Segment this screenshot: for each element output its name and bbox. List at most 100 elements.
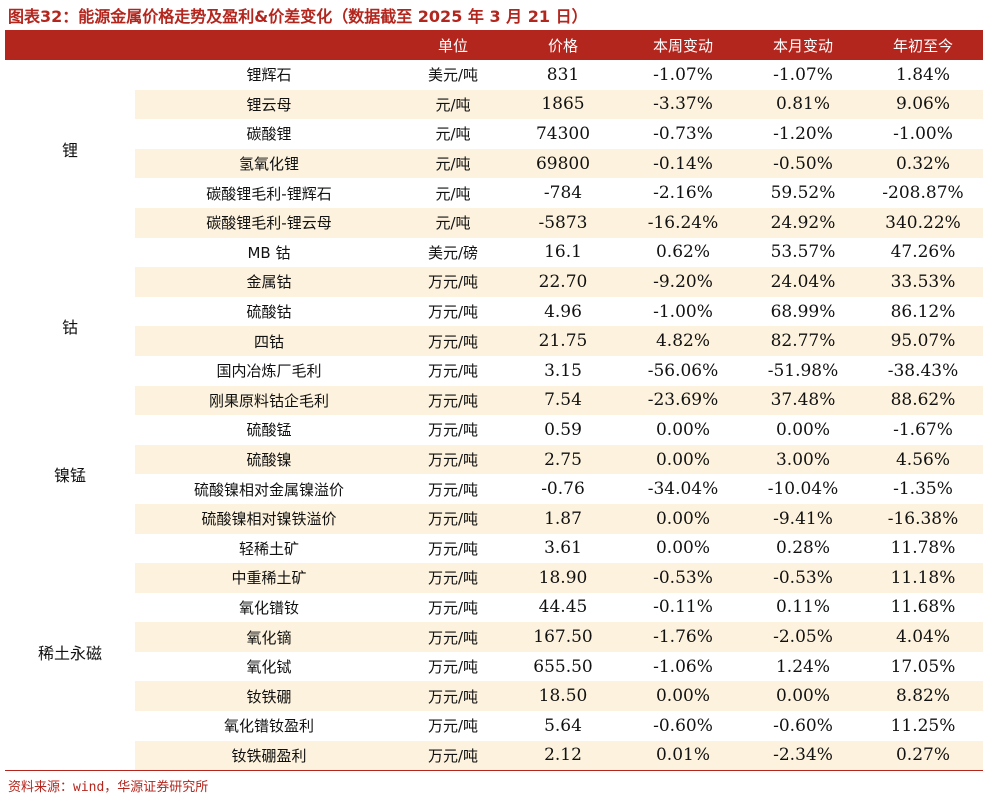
header-item bbox=[135, 30, 403, 60]
cell-price: 69800 bbox=[503, 148, 623, 179]
cell-price: 0.59 bbox=[544, 419, 582, 440]
cell-week-change: 0.00% bbox=[655, 538, 710, 559]
cell-price: 1.87 bbox=[503, 503, 623, 534]
cell-unit: 万元/吨 bbox=[427, 362, 479, 381]
cell-item-name: 氧化镨钕盈利 bbox=[223, 717, 314, 736]
table-row: 碳酸锂 元/吨 74300 -0.73% -1.20% -1.00% bbox=[5, 119, 983, 149]
header-week-change: 本周变动 bbox=[623, 30, 743, 60]
cell-ytd-change: 47.26% bbox=[890, 242, 956, 263]
cell-item-name: MB 钴 bbox=[247, 243, 291, 262]
cell-price: 22.70 bbox=[503, 267, 623, 297]
cell-ytd-change: 95.07% bbox=[863, 326, 983, 356]
cell-price: -5873 bbox=[503, 207, 623, 238]
cell-item-name: 钕铁硼 bbox=[135, 681, 403, 712]
table-row: 刚果原料钴企毛利 万元/吨 7.54 -23.69% 37.48% 88.62% bbox=[5, 385, 983, 416]
table-bottom-rule bbox=[5, 770, 983, 771]
cell-price: 16.1 bbox=[544, 242, 582, 263]
cell-ytd-change: 33.53% bbox=[863, 267, 983, 297]
header-price: 价格 bbox=[503, 30, 623, 60]
cell-item-name: 硫酸镍相对金属镍溢价 bbox=[193, 480, 344, 499]
cell-item-name: 锂辉石 bbox=[246, 66, 292, 85]
cell-unit: 元/吨 bbox=[435, 125, 471, 144]
cell-month-change: 53.57% bbox=[770, 242, 836, 263]
cell-week-change: -1.07% bbox=[653, 64, 713, 85]
cell-price: 3.15 bbox=[544, 360, 582, 381]
cell-unit: 万元/吨 bbox=[427, 658, 479, 677]
cell-ytd-change: 11.78% bbox=[890, 538, 956, 559]
cell-week-change: -0.14% bbox=[623, 148, 743, 179]
cell-week-change: -0.11% bbox=[653, 597, 713, 618]
cell-month-change: 0.11% bbox=[775, 597, 830, 618]
cell-month-change: 1.24% bbox=[775, 656, 830, 677]
cell-unit: 万元/吨 bbox=[403, 681, 503, 712]
cell-price: 2.75 bbox=[503, 444, 623, 475]
cell-week-change: -23.69% bbox=[623, 385, 743, 416]
group-label: 锂 bbox=[5, 60, 135, 238]
header-month-change: 本月变动 bbox=[743, 30, 863, 60]
table-row: 碳酸锂毛利-锂云母 元/吨 -5873 -16.24% 24.92% 340.22% bbox=[5, 207, 983, 238]
cell-unit: 万元/吨 bbox=[427, 480, 479, 499]
cell-unit: 万元/吨 bbox=[403, 622, 503, 652]
table-header-row: 单位 价格 本周变动 本月变动 年初至今 bbox=[5, 30, 983, 60]
cell-ytd-change: 11.68% bbox=[890, 597, 956, 618]
cell-unit: 万元/吨 bbox=[403, 503, 503, 534]
cell-unit: 万元/吨 bbox=[403, 740, 503, 771]
cell-month-change: -10.04% bbox=[767, 479, 839, 500]
cell-unit: 元/吨 bbox=[403, 148, 503, 179]
cell-week-change: -2.16% bbox=[653, 183, 713, 204]
cell-ytd-change: 11.25% bbox=[890, 715, 956, 736]
cell-price: 18.90 bbox=[503, 563, 623, 593]
cell-unit: 元/吨 bbox=[435, 184, 471, 203]
cell-price: 21.75 bbox=[503, 326, 623, 356]
cell-item-name: 碳酸锂 bbox=[246, 125, 292, 144]
cell-price: 167.50 bbox=[503, 622, 623, 652]
cell-month-change: -2.34% bbox=[743, 740, 863, 771]
cell-ytd-change: -1.67% bbox=[893, 419, 953, 440]
cell-month-change: -51.98% bbox=[767, 360, 839, 381]
cell-week-change: -9.20% bbox=[623, 267, 743, 297]
cell-unit: 元/吨 bbox=[403, 89, 503, 120]
cell-item-name: 氧化镨钕 bbox=[238, 598, 299, 617]
cell-ytd-change: -16.38% bbox=[863, 503, 983, 534]
cell-month-change: -0.50% bbox=[743, 148, 863, 179]
cell-unit: 万元/吨 bbox=[427, 717, 479, 736]
cell-month-change: 0.00% bbox=[775, 419, 830, 440]
cell-ytd-change: 4.04% bbox=[863, 622, 983, 652]
cell-item-name: 刚果原料钴企毛利 bbox=[135, 385, 403, 416]
table-row: 碳酸锂毛利-锂辉石 元/吨 -784 -2.16% 59.52% -208.87% bbox=[5, 178, 983, 208]
header-unit: 单位 bbox=[403, 30, 503, 60]
table-row: 钴 MB 钴 美元/磅 16.1 0.62% 53.57% 47.26% bbox=[5, 237, 983, 416]
table-row: 氧化镝 万元/吨 167.50 -1.76% -2.05% 4.04% bbox=[5, 622, 983, 652]
cell-price: 655.50 bbox=[533, 656, 593, 677]
table-row: 氧化镨钕 万元/吨 44.45 -0.11% 0.11% 11.68% bbox=[5, 593, 983, 623]
group-label: 稀土永磁 bbox=[5, 533, 135, 771]
cell-ytd-change: -1.35% bbox=[893, 479, 953, 500]
source-note: 资料来源：wind，华源证券研究所 bbox=[8, 780, 209, 795]
cell-week-change: -56.06% bbox=[647, 360, 719, 381]
cell-unit: 万元/吨 bbox=[403, 563, 503, 593]
cell-item-name: 氢氧化锂 bbox=[135, 148, 403, 179]
cell-ytd-change: 17.05% bbox=[890, 656, 956, 677]
cell-month-change: 59.52% bbox=[770, 183, 836, 204]
cell-month-change: -9.41% bbox=[743, 503, 863, 534]
cell-price: 3.61 bbox=[544, 538, 582, 559]
cell-item-name: 金属钴 bbox=[135, 267, 403, 297]
table-row: 钕铁硼盈利 万元/吨 2.12 0.01% -2.34% 0.27% bbox=[5, 740, 983, 771]
cell-unit: 万元/吨 bbox=[403, 326, 503, 356]
cell-week-change: -0.60% bbox=[653, 715, 713, 736]
cell-month-change: -0.53% bbox=[743, 563, 863, 593]
cell-price: 4.96 bbox=[544, 301, 582, 322]
cell-unit: 美元/吨 bbox=[427, 66, 479, 85]
cell-week-change: -3.37% bbox=[623, 89, 743, 120]
cell-week-change: 0.00% bbox=[655, 419, 710, 440]
cell-unit: 万元/吨 bbox=[403, 267, 503, 297]
table-row: 氢氧化锂 元/吨 69800 -0.14% -0.50% 0.32% bbox=[5, 148, 983, 179]
cell-item-name: 四钴 bbox=[135, 326, 403, 356]
cell-unit: 美元/磅 bbox=[427, 243, 479, 262]
cell-item-name: 硫酸锰 bbox=[246, 421, 292, 440]
cell-month-change: 0.28% bbox=[775, 538, 830, 559]
cell-month-change: 82.77% bbox=[743, 326, 863, 356]
cell-item-name: 氧化镝 bbox=[135, 622, 403, 652]
cell-item-name: 中重稀土矿 bbox=[135, 563, 403, 593]
cell-week-change: -34.04% bbox=[647, 479, 719, 500]
